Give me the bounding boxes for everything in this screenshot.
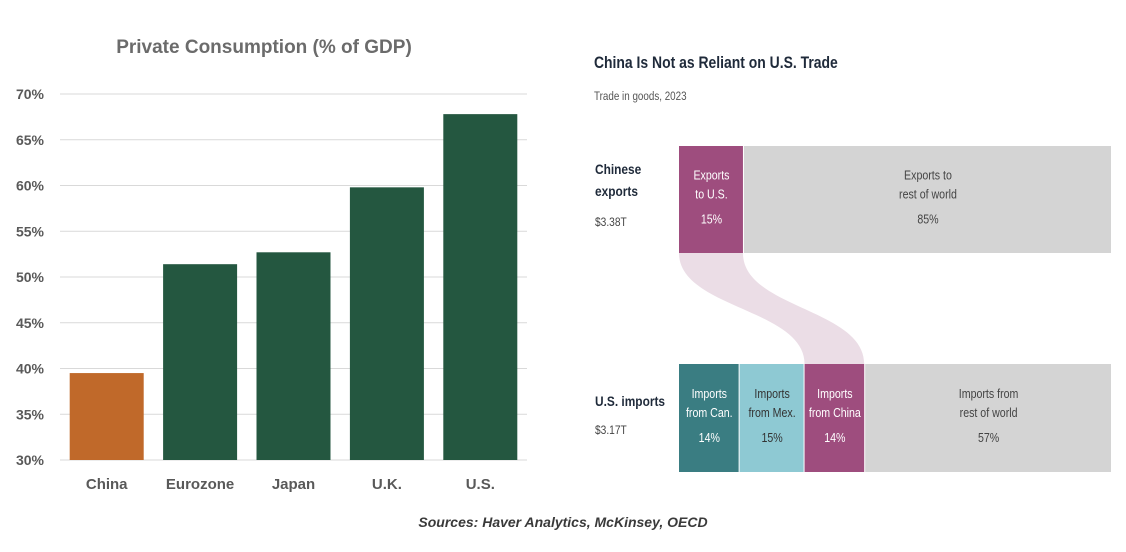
segment-line2: from Mex. <box>748 406 795 420</box>
segment: Imports from China 14% <box>804 364 865 472</box>
segment-pct: 14% <box>824 431 845 445</box>
bar-us <box>443 114 518 460</box>
segment: Exports to U.S. 15% <box>679 146 743 253</box>
segment-line1: Imports <box>754 387 790 401</box>
flow-ribbon <box>679 253 865 364</box>
segment-line1: Imports <box>692 387 728 401</box>
segment-pct: 85% <box>917 213 938 227</box>
y-tick-label: 55% <box>16 223 45 239</box>
segment-rect <box>804 364 865 472</box>
segment: Exports to rest of world 85% <box>743 146 1111 253</box>
row-label: U.S. imports <box>595 393 665 409</box>
bar-china <box>69 373 144 460</box>
segment-rect <box>743 146 1111 253</box>
segment-rect <box>679 364 739 472</box>
trade-chart-subtitle: Trade in goods, 2023 <box>594 90 687 103</box>
x-tick-label: Eurozone <box>166 476 234 493</box>
segment-line2: from China <box>809 406 861 420</box>
segment-pct: 15% <box>701 213 722 227</box>
trade-chart: China Is Not as Reliant on U.S. Trade Tr… <box>594 54 1111 472</box>
bar-japan <box>256 252 331 460</box>
segment-rect <box>865 364 1111 472</box>
segment-line2: rest of world <box>960 406 1018 420</box>
segment-pct: 57% <box>978 431 999 445</box>
y-tick-label: 70% <box>16 86 45 102</box>
consumption-chart-title: Private Consumption (% of GDP) <box>116 37 412 58</box>
y-tick-label: 30% <box>16 452 45 468</box>
segment: Imports from Mex. 15% <box>739 364 804 472</box>
x-tick-label: U.S. <box>466 476 495 493</box>
y-tick-label: 50% <box>16 269 45 285</box>
y-tick-label: 40% <box>16 361 45 377</box>
row-label-line2: exports <box>595 183 638 199</box>
bar-eurozone <box>163 264 238 460</box>
segment-line2: rest of world <box>899 188 957 202</box>
x-axis-labels: China Eurozone Japan U.K. U.S. <box>86 476 495 493</box>
x-tick-label: China <box>86 476 128 493</box>
y-axis-ticks: 30% 35% 40% 45% 50% 55% 60% 65% 70% <box>16 86 45 468</box>
sources-footer: Sources: Haver Analytics, McKinsey, OECD <box>418 514 708 530</box>
bars <box>69 114 518 460</box>
row-total: $3.17T <box>595 424 627 437</box>
bar-uk <box>349 187 424 460</box>
y-tick-label: 65% <box>16 132 45 148</box>
trade-chart-title: China Is Not as Reliant on U.S. Trade <box>594 54 838 73</box>
y-tick-label: 45% <box>16 315 45 331</box>
segment-rect <box>739 364 804 472</box>
segment-rect <box>679 146 743 253</box>
x-tick-label: U.K. <box>372 476 402 493</box>
x-tick-label: Japan <box>272 476 315 493</box>
row-total: $3.38T <box>595 216 627 229</box>
consumption-chart: Private Consumption (% of GDP) 30% 35% 40%… <box>16 37 527 493</box>
segment-line1: Exports <box>693 169 729 183</box>
segment-line2: to U.S. <box>695 188 727 202</box>
y-tick-label: 35% <box>16 406 45 422</box>
row-label: Chinese <box>595 161 641 177</box>
segment-line1: Imports from <box>959 387 1019 401</box>
segment-line1: Imports <box>817 387 853 401</box>
segment-pct: 15% <box>761 431 782 445</box>
segment-line2: from Can. <box>686 406 733 420</box>
segment: Imports from rest of world 57% <box>865 364 1111 472</box>
segment-line1: Exports to <box>904 169 952 183</box>
y-tick-label: 60% <box>16 178 45 194</box>
segment-pct: 14% <box>699 431 720 445</box>
segment: Imports from Can. 14% <box>679 364 739 472</box>
